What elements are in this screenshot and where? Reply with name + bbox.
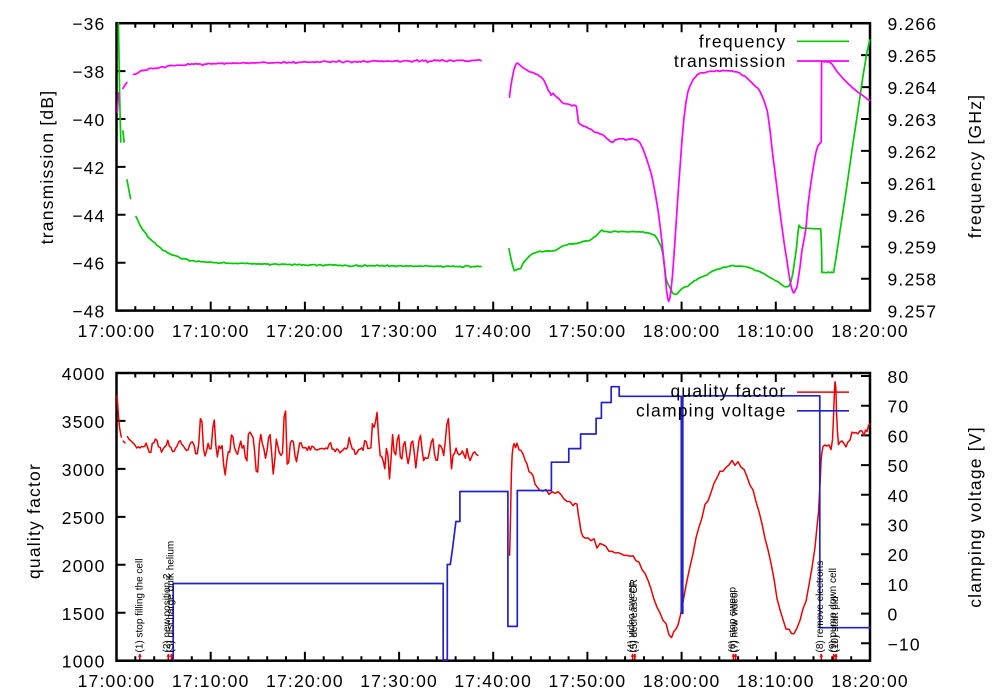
- svg-text:−38: −38: [72, 62, 105, 82]
- svg-text:10: 10: [888, 575, 910, 595]
- svg-text:transmission: transmission: [674, 51, 787, 71]
- svg-text:−36: −36: [72, 14, 105, 34]
- svg-text:frequency: frequency: [699, 32, 787, 52]
- svg-text:18:00:00: 18:00:00: [643, 321, 721, 341]
- svg-text:17:50:00: 17:50:00: [549, 321, 627, 341]
- svg-text:(10) start pid: (10) start pid: [830, 596, 841, 652]
- svg-text:quality factor: quality factor: [670, 381, 786, 401]
- svg-text:−40: −40: [72, 110, 105, 130]
- svg-text:3500: 3500: [62, 412, 106, 432]
- svg-text:2000: 2000: [62, 556, 106, 576]
- svg-text:40: 40: [888, 486, 910, 506]
- svg-text:9.258: 9.258: [888, 270, 938, 290]
- svg-text:clamping voltage [V]: clamping voltage [V]: [965, 426, 985, 608]
- svg-text:−44: −44: [72, 206, 105, 226]
- svg-text:70: 70: [888, 397, 910, 417]
- svg-text:17:30:00: 17:30:00: [360, 321, 438, 341]
- svg-text:17:50:00: 17:50:00: [549, 671, 627, 691]
- svg-text:60: 60: [888, 426, 910, 446]
- svg-text:clamping voltage: clamping voltage: [636, 401, 787, 421]
- svg-text:9.261: 9.261: [888, 174, 938, 194]
- svg-text:17:20:00: 17:20:00: [266, 671, 344, 691]
- svg-text:(7) new video: (7) new video: [730, 592, 741, 652]
- svg-text:30: 30: [888, 516, 910, 536]
- svg-text:−42: −42: [72, 158, 105, 178]
- svg-text:2500: 2500: [62, 508, 106, 528]
- svg-text:(9) pump down cell: (9) pump down cell: [828, 568, 839, 652]
- svg-text:(5) decrease CR: (5) decrease CR: [629, 579, 640, 652]
- svg-text:frequency [GHz]: frequency [GHz]: [965, 94, 985, 238]
- svg-text:80: 80: [888, 367, 910, 387]
- svg-text:−46: −46: [72, 254, 105, 274]
- svg-text:−48: −48: [72, 302, 105, 322]
- svg-text:50: 50: [888, 456, 910, 476]
- svg-text:1000: 1000: [62, 652, 106, 672]
- svg-text:9.265: 9.265: [888, 46, 938, 66]
- svg-text:3000: 3000: [62, 460, 106, 480]
- svg-text:18:00:00: 18:00:00: [643, 671, 721, 691]
- svg-text:(4) video sweep: (4) video sweep: [627, 581, 638, 652]
- svg-text:0: 0: [888, 605, 899, 625]
- svg-text:9.264: 9.264: [888, 78, 938, 98]
- svg-text:−10: −10: [888, 634, 921, 654]
- svg-text:17:10:00: 17:10:00: [172, 671, 250, 691]
- svg-text:(2) new position 2: (2) new position 2: [162, 573, 173, 652]
- svg-text:18:10:00: 18:10:00: [737, 321, 815, 341]
- svg-text:9.259: 9.259: [888, 238, 938, 258]
- svg-text:18:10:00: 18:10:00: [737, 671, 815, 691]
- svg-text:17:20:00: 17:20:00: [266, 321, 344, 341]
- svg-text:17:40:00: 17:40:00: [454, 671, 532, 691]
- svg-text:quality factor: quality factor: [24, 463, 44, 579]
- svg-text:9.262: 9.262: [888, 142, 938, 162]
- svg-text:20: 20: [888, 545, 910, 565]
- svg-text:17:00:00: 17:00:00: [78, 321, 156, 341]
- svg-text:(6) stop sweep: (6) stop sweep: [727, 586, 738, 652]
- svg-text:transmission [dB]: transmission [dB]: [37, 90, 57, 245]
- svg-text:17:30:00: 17:30:00: [360, 671, 438, 691]
- svg-text:9.26: 9.26: [888, 206, 927, 226]
- svg-text:17:40:00: 17:40:00: [454, 321, 532, 341]
- svg-text:9.257: 9.257: [888, 302, 938, 322]
- svg-text:9.263: 9.263: [888, 110, 938, 130]
- svg-text:17:00:00: 17:00:00: [78, 671, 156, 691]
- svg-text:18:20:00: 18:20:00: [831, 671, 909, 691]
- svg-text:18:20:00: 18:20:00: [831, 321, 909, 341]
- svg-text:1500: 1500: [62, 604, 106, 624]
- svg-text:9.266: 9.266: [888, 14, 938, 34]
- svg-text:4000: 4000: [62, 364, 106, 384]
- svg-text:17:10:00: 17:10:00: [172, 321, 250, 341]
- svg-text:(3) discharge bulk helium: (3) discharge bulk helium: [165, 541, 176, 653]
- svg-text:(8) remove electrons: (8) remove electrons: [815, 561, 826, 653]
- svg-text:(1) stop filling the cell: (1) stop filling the cell: [135, 559, 146, 653]
